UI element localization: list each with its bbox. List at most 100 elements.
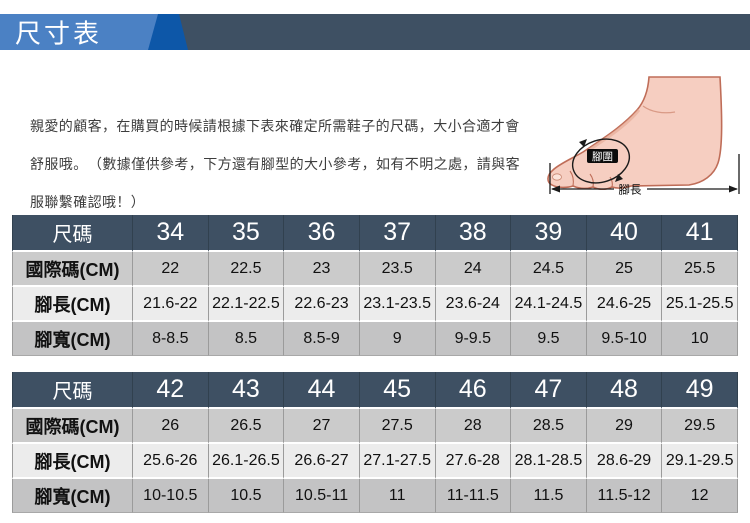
girth-arrowhead-bottom: [615, 174, 623, 182]
size-table-header-row: 尺碼 42 43 44 45 46 47 48 49: [12, 372, 738, 409]
size-value-cell: 23.5: [359, 252, 436, 287]
size-header-value: 46: [435, 372, 512, 409]
size-header-value: 43: [208, 372, 285, 409]
size-value-cell: 25.1-25.5: [662, 287, 738, 322]
size-table-row: 國際碼(CM) 22 22.5 23 23.5 24 24.5 25 25.5: [12, 252, 738, 287]
foot-measurement-diagram: 腳圍 腳長: [543, 76, 748, 211]
row-label: 腳長(CM): [12, 287, 133, 322]
size-header-value: 38: [435, 215, 512, 252]
size-value-cell: 12: [662, 479, 738, 513]
size-value-cell: 25: [586, 252, 663, 287]
size-value-cell: 23: [284, 252, 360, 287]
size-value-cell: 22: [133, 252, 209, 287]
size-value-cell: 27: [284, 409, 360, 444]
size-header-label: 尺碼: [12, 215, 133, 252]
size-header-value: 48: [586, 372, 663, 409]
size-value-cell: 24.1-24.5: [511, 287, 587, 322]
size-header-label: 尺碼: [12, 372, 133, 409]
size-header-value: 40: [586, 215, 663, 252]
size-value-cell: 9: [359, 322, 436, 356]
size-value-cell: 22.6-23: [284, 287, 360, 322]
page-title: 尺寸表: [15, 18, 103, 49]
size-table-large: 尺碼 42 43 44 45 46 47 48 49 國際碼(CM) 26 26.5 27 27.5 28 2…: [12, 372, 738, 513]
foot-ankle-crease: [642, 105, 676, 114]
size-value-cell: 11.5: [511, 479, 587, 513]
size-value-cell: 9-9.5: [435, 322, 512, 356]
row-label: 國際碼(CM): [12, 409, 133, 444]
row-label: 腳長(CM): [12, 444, 133, 479]
size-value-cell: 11.5-12: [586, 479, 663, 513]
size-header-value: 35: [208, 215, 285, 252]
size-value-cell: 23.1-23.5: [359, 287, 436, 322]
size-value-cell: 27.5: [359, 409, 436, 444]
length-label: 腳長: [619, 184, 642, 197]
row-label: 腳寬(CM): [12, 322, 133, 356]
size-value-cell: 26: [133, 409, 209, 444]
size-value-cell: 10-10.5: [133, 479, 209, 513]
size-value-cell: 26.6-27: [284, 444, 360, 479]
toe-separator-2: [589, 173, 594, 188]
size-header-value: 41: [662, 215, 738, 252]
length-arrowhead-right: [729, 185, 738, 193]
size-value-cell: 9.5-10: [586, 322, 663, 356]
size-header-value: 36: [284, 215, 360, 252]
girth-measure-ellipse: [571, 138, 631, 184]
size-header-value: 44: [284, 372, 360, 409]
size-table-row: 腳寬(CM) 10-10.5 10.5 10.5-11 11 11-11.5 11.5 11.…: [12, 479, 738, 513]
size-value-cell: 22.1-22.5: [208, 287, 285, 322]
size-header-value: 37: [359, 215, 436, 252]
size-header-value: 45: [359, 372, 436, 409]
size-header-value: 34: [133, 215, 209, 252]
intro-paragraph: 親愛的顧客，在購買的時候請根據下表來確定所需鞋子的尺碼，大小合適才會舒服哦。 （…: [30, 118, 520, 210]
size-value-cell: 26.5: [208, 409, 285, 444]
size-table-row: 國際碼(CM) 26 26.5 27 27.5 28 28.5 29 29.5: [12, 409, 738, 444]
size-value-cell: 28.6-29: [586, 444, 663, 479]
banner-background: [0, 14, 750, 50]
size-table-small: 尺碼 34 35 36 37 38 39 40 41 國際碼(CM) 22 22.5 23 23.5 24 2…: [12, 215, 738, 356]
size-value-cell: 22.5: [208, 252, 285, 287]
size-table-row: 腳長(CM) 21.6-22 22.1-22.5 22.6-23 23.1-23.5 23…: [12, 287, 738, 322]
size-value-cell: 23.6-24: [435, 287, 512, 322]
toe-separator-3: [609, 176, 613, 188]
banner-dark-blue-wedge: [147, 14, 188, 50]
size-value-cell: 8-8.5: [133, 322, 209, 356]
girth-label-bg: [587, 149, 618, 163]
size-value-cell: 10: [662, 322, 738, 356]
size-value-cell: 28.5: [511, 409, 587, 444]
size-value-cell: 10.5-11: [284, 479, 360, 513]
size-value-cell: 8.5-9: [284, 322, 360, 356]
size-value-cell: 27.6-28: [435, 444, 512, 479]
size-value-cell: 29.5: [662, 409, 738, 444]
girth-label: 腳圍: [592, 151, 613, 163]
row-label: 腳寬(CM): [12, 479, 133, 513]
size-value-cell: 8.5: [208, 322, 285, 356]
foot-instep-shading: [588, 109, 641, 152]
size-table-row: 腳寬(CM) 8-8.5 8.5 8.5-9 9 9-9.5 9.5 9.5-10 10: [12, 322, 738, 356]
size-header-value: 39: [511, 215, 587, 252]
big-toenail: [552, 173, 562, 181]
size-header-value: 47: [511, 372, 587, 409]
size-value-cell: 10.5: [208, 479, 285, 513]
size-value-cell: 29.1-29.5: [662, 444, 738, 479]
size-value-cell: 24: [435, 252, 512, 287]
size-value-cell: 11-11.5: [435, 479, 512, 513]
size-value-cell: 29: [586, 409, 663, 444]
size-table-header-row: 尺碼 34 35 36 37 38 39 40 41: [12, 215, 738, 252]
size-value-cell: 24.6-25: [586, 287, 663, 322]
size-value-cell: 21.6-22: [133, 287, 209, 322]
foot-illustration: 腳圍 腳長: [547, 76, 740, 197]
size-table-row: 腳長(CM) 25.6-26 26.1-26.5 26.6-27 27.1-27.5 27…: [12, 444, 738, 479]
size-header-value: 42: [133, 372, 209, 409]
size-value-cell: 9.5: [511, 322, 587, 356]
size-value-cell: 26.1-26.5: [208, 444, 285, 479]
size-header-value: 49: [662, 372, 738, 409]
size-value-cell: 25.5: [662, 252, 738, 287]
banner-light-blue-bar: [0, 14, 158, 50]
size-value-cell: 28: [435, 409, 512, 444]
size-value-cell: 11: [359, 479, 436, 513]
size-value-cell: 24.5: [511, 252, 587, 287]
length-arrowhead-left: [551, 185, 560, 193]
girth-arrowhead-top: [579, 139, 587, 147]
size-value-cell: 28.1-28.5: [511, 444, 587, 479]
size-value-cell: 27.1-27.5: [359, 444, 436, 479]
